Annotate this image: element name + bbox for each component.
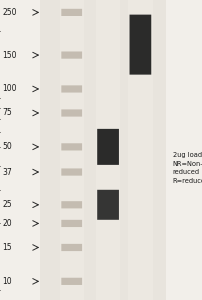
- FancyBboxPatch shape: [97, 190, 119, 220]
- FancyBboxPatch shape: [129, 15, 151, 75]
- FancyBboxPatch shape: [61, 278, 82, 285]
- FancyBboxPatch shape: [61, 168, 82, 175]
- Bar: [128, 0, 153, 300]
- Text: 100: 100: [2, 85, 17, 94]
- Text: 15: 15: [2, 243, 12, 252]
- FancyBboxPatch shape: [61, 143, 82, 151]
- FancyBboxPatch shape: [61, 110, 82, 117]
- FancyBboxPatch shape: [61, 52, 82, 59]
- Text: 10: 10: [2, 277, 12, 286]
- FancyBboxPatch shape: [61, 201, 82, 208]
- Bar: [96, 0, 120, 300]
- FancyBboxPatch shape: [61, 85, 82, 93]
- Text: 20: 20: [2, 219, 12, 228]
- Text: 150: 150: [2, 51, 17, 60]
- Text: 75: 75: [2, 109, 12, 118]
- Text: 25: 25: [2, 200, 12, 209]
- Text: 2ug loading
NR=Non-
reduced
R=reduced: 2ug loading NR=Non- reduced R=reduced: [173, 152, 202, 184]
- FancyBboxPatch shape: [61, 9, 82, 16]
- Text: 37: 37: [2, 167, 12, 176]
- FancyBboxPatch shape: [97, 129, 119, 165]
- Text: 50: 50: [2, 142, 12, 152]
- Bar: [40, 0, 166, 300]
- Text: 250: 250: [2, 8, 17, 17]
- FancyBboxPatch shape: [61, 244, 82, 251]
- FancyBboxPatch shape: [61, 220, 82, 227]
- Bar: [60, 0, 84, 300]
